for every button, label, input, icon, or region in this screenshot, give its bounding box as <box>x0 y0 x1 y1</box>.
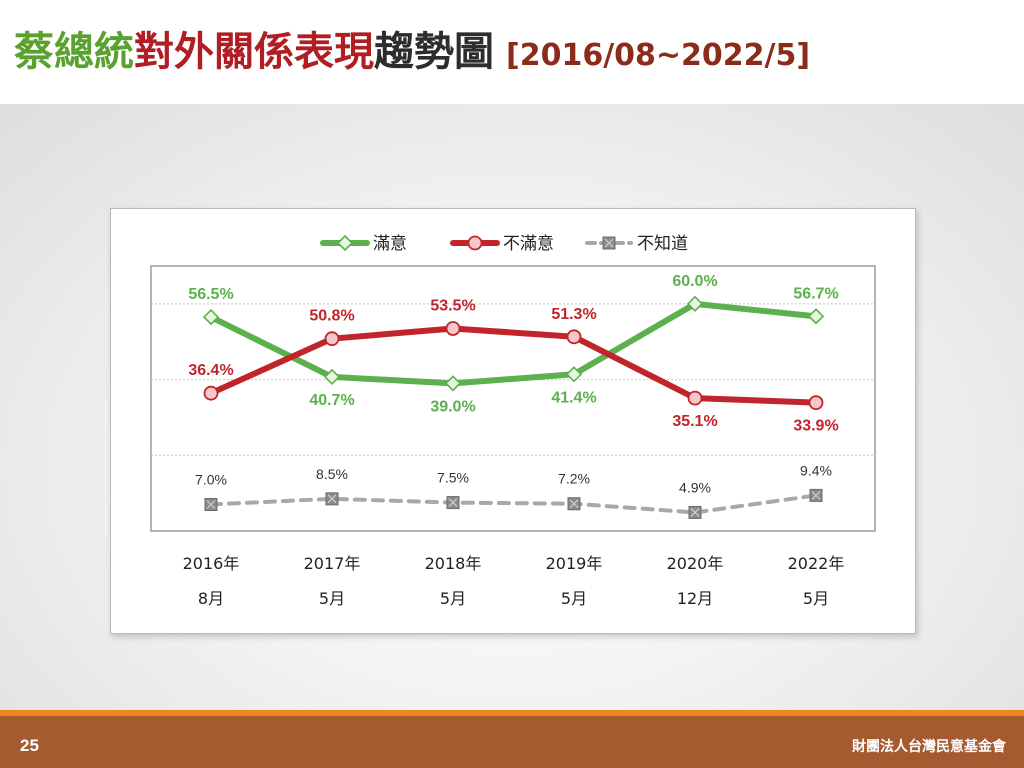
data-label-滿意: 60.0% <box>672 273 717 290</box>
data-label-不知道: 7.5% <box>437 470 469 486</box>
footer-bar: 25 財團法人台灣民意基金會 <box>0 710 1024 768</box>
page-number: 25 <box>20 736 39 755</box>
x-tick-label-month: 5月 <box>803 589 829 608</box>
data-label-不滿意: 36.4% <box>188 362 233 379</box>
data-label-不知道: 9.4% <box>800 462 832 478</box>
x-tick-label-year: 2022年 <box>788 554 845 573</box>
point-滿意 <box>807 308 825 325</box>
x-tick-label-month: 5月 <box>561 589 587 608</box>
legend-label-不滿意: 不滿意 <box>503 234 554 254</box>
point-滿意 <box>336 234 354 252</box>
data-label-不知道: 8.5% <box>316 466 348 482</box>
data-label-不滿意: 51.3% <box>551 306 596 323</box>
data-label-滿意: 40.7% <box>309 392 354 409</box>
point-不知道-cross <box>569 499 579 509</box>
title-part-president: 蔡總統 <box>14 29 134 75</box>
point-不滿意 <box>566 329 582 345</box>
point-不滿意 <box>445 321 461 336</box>
point-不滿意 <box>203 385 219 401</box>
x-tick-label-month: 5月 <box>319 589 345 608</box>
legend-label-不知道: 不知道 <box>637 234 688 254</box>
point-不知道-cross <box>604 238 614 248</box>
point-不知道-cross <box>448 498 458 508</box>
data-label-不知道: 7.2% <box>558 471 590 487</box>
series-line-不知道 <box>209 493 818 515</box>
x-tick-label-year: 2018年 <box>425 554 482 573</box>
data-label-滿意: 39.0% <box>430 398 475 415</box>
point-滿意 <box>323 368 341 386</box>
data-label-不知道: 7.0% <box>195 472 227 488</box>
title-date-range: [2016/08~2022/5] <box>506 38 811 73</box>
legend-label-滿意: 滿意 <box>373 234 407 254</box>
x-tick-label-month: 5月 <box>440 589 466 608</box>
data-label-滿意: 56.7% <box>793 285 838 302</box>
x-tick-label-year: 2020年 <box>667 554 724 573</box>
x-tick-label-month: 8月 <box>198 589 224 608</box>
x-tick-label-month: 12月 <box>677 589 713 608</box>
point-不滿意 <box>324 331 340 347</box>
point-不知道-cross <box>811 490 821 500</box>
point-滿意 <box>444 375 462 392</box>
point-滿意 <box>202 308 220 326</box>
data-label-不滿意: 33.9% <box>793 418 838 435</box>
series-line-不滿意 <box>208 325 819 406</box>
x-tick-label-year: 2017年 <box>304 554 361 573</box>
point-不知道-cross <box>690 508 700 517</box>
title-part-foreign-relations: 對外關係表現 <box>134 29 374 75</box>
chart-frame: 2016年 8月 2017年 5月 2018年 5月 2019年 5月 2020年 12月 2022… <box>110 208 916 634</box>
title-part-trend-chart: 趨勢圖 <box>374 29 494 75</box>
point-不滿意 <box>467 235 483 251</box>
point-不滿意 <box>687 390 703 406</box>
point-不滿意 <box>808 395 824 411</box>
series-line-滿意 <box>208 300 819 387</box>
data-label-滿意: 56.5% <box>188 286 233 303</box>
x-tick-label-year: 2019年 <box>546 554 603 573</box>
trend-line-chart: 2016年 8月 2017年 5月 2018年 5月 2019年 5月 2020年 12月 2022… <box>150 234 876 608</box>
x-tick-label-year: 2016年 <box>183 554 240 573</box>
data-label-不知道: 4.9% <box>679 479 711 495</box>
data-label-滿意: 41.4% <box>551 389 596 406</box>
data-label-不滿意: 50.8% <box>309 308 354 325</box>
point-不知道-cross <box>206 500 216 509</box>
point-滿意 <box>686 295 704 312</box>
point-不知道-cross <box>327 494 337 504</box>
organization-name: 財團法人台灣民意基金會 <box>852 739 1006 755</box>
data-label-不滿意: 53.5% <box>430 297 475 314</box>
data-label-不滿意: 35.1% <box>672 413 717 430</box>
point-滿意 <box>565 366 583 383</box>
slide-title: 蔡總統對外關係表現趨勢圖 [2016/08~2022/5] <box>14 22 810 82</box>
